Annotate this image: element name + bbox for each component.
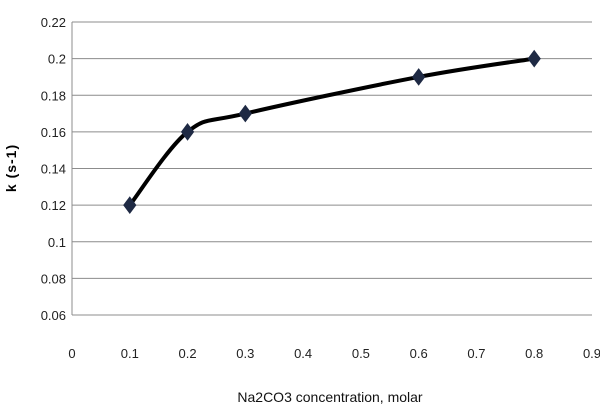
x-tick-labels: 0 0.1 0.2 0.3 0.4 0.5 0.6 0.7 0.8 0.9 (68, 346, 600, 361)
x-tick-label: 0.8 (525, 346, 543, 361)
y-tick-label: 0.16 (41, 125, 66, 140)
x-tick-label: 0.3 (236, 346, 254, 361)
x-tick-label: 0.4 (294, 346, 312, 361)
y-tick-label: 0.12 (41, 198, 66, 213)
data-point-marker (528, 51, 540, 67)
data-point-marker (413, 69, 425, 85)
x-tick-label: 0.5 (352, 346, 370, 361)
y-tick-label: 0.06 (41, 308, 66, 323)
y-tick-labels: 0.06 0.08 0.1 0.12 0.14 0.16 0.18 0.2 0.22 (41, 15, 66, 323)
y-tick-label: 0.18 (41, 88, 66, 103)
x-tick-label: 0 (68, 346, 75, 361)
x-axis-label: Na2CO3 concentration, molar (237, 389, 423, 405)
y-tick-label: 0.08 (41, 271, 66, 286)
y-tick-label: 0.2 (48, 52, 66, 67)
x-tick-label: 0.1 (121, 346, 139, 361)
data-point-marker (239, 106, 251, 122)
x-tick-label: 0.7 (467, 346, 485, 361)
y-tick-label: 0.22 (41, 15, 66, 30)
x-tick-label: 0.6 (410, 346, 428, 361)
x-tick-label: 0.9 (583, 346, 600, 361)
y-axis-label: k (s-1) (3, 144, 19, 192)
y-tick-label: 0.1 (48, 235, 66, 250)
x-tick-label: 0.2 (179, 346, 197, 361)
y-tick-label: 0.14 (41, 162, 66, 177)
